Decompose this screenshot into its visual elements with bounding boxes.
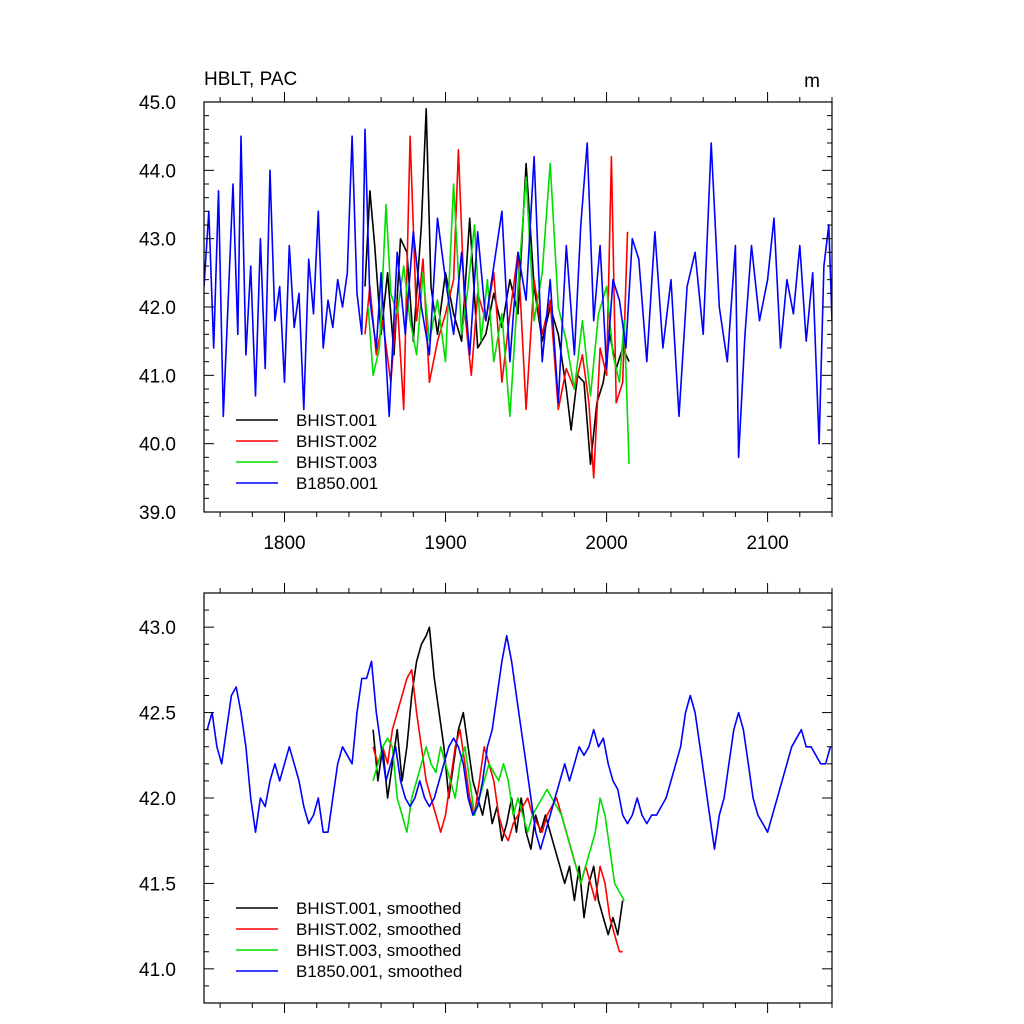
- x-tick-label: 1900: [424, 533, 466, 554]
- series-line-bottom-3: [372, 737, 625, 901]
- x-tick-label: 2000: [585, 533, 627, 554]
- y-tick-label: 39.0: [139, 503, 176, 524]
- legend-entry: BHIST.003: [296, 453, 377, 472]
- units-label: m: [804, 71, 820, 92]
- y-tick-label: 40.0: [139, 435, 176, 456]
- series-line-top-1: [364, 108, 630, 465]
- y-tick-label: 41.0: [139, 960, 176, 981]
- top-panel: 1800 1900 2000 2100 39.0 40.0 41.0 42.0 43.0 44.0…: [139, 92, 833, 554]
- legend-entry: BHIST.001: [296, 411, 377, 430]
- legend-entry: BHIST.002: [296, 432, 377, 451]
- legend-entry: B1850.001, smoothed: [296, 962, 462, 981]
- y-tick-label: 41.0: [139, 366, 176, 387]
- legend-entry: BHIST.002, smoothed: [296, 920, 461, 939]
- y-tick-label: 42.5: [139, 704, 176, 725]
- x-tick-label: 2100: [746, 533, 788, 554]
- y-tick-label: 42.0: [139, 298, 176, 319]
- chart-title: HBLT, PAC: [204, 69, 297, 90]
- series-line-top-4: [204, 128, 832, 459]
- legend-entry: B1850.001: [296, 474, 378, 493]
- y-tick-label: 43.0: [139, 230, 176, 251]
- y-tick-label: 44.0: [139, 161, 176, 182]
- y-tick-label: 42.0: [139, 789, 176, 810]
- y-tick-label: 43.0: [139, 618, 176, 639]
- y-tick-label: 41.5: [139, 874, 176, 895]
- x-tick-label: 1800: [263, 533, 305, 554]
- bottom-panel: 41.0 41.5 42.0 42.5 43.0 BHIST.001, smoothed B…: [139, 583, 833, 1013]
- legend-entry: BHIST.001, smoothed: [296, 899, 461, 918]
- series-line-bottom-4: [206, 634, 832, 850]
- legend-entry: BHIST.003, smoothed: [296, 941, 461, 960]
- y-tick-label: 45.0: [139, 93, 176, 114]
- series-line-top-3: [367, 162, 630, 465]
